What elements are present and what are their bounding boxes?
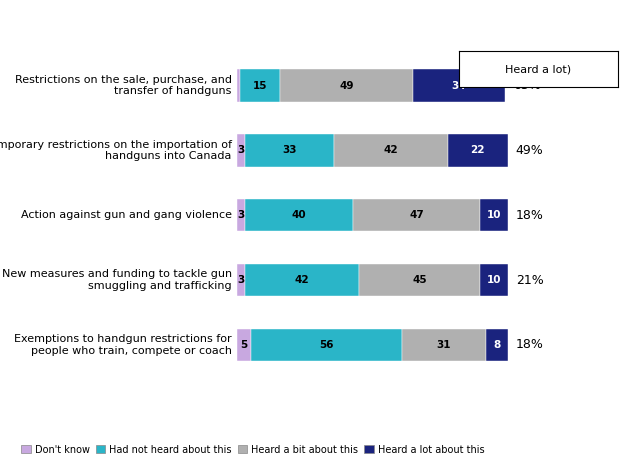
Text: 3: 3 xyxy=(238,210,245,220)
Text: Restrictions on the sale, purchase, and
transfer of handguns: Restrictions on the sale, purchase, and … xyxy=(15,75,232,96)
Text: Heard a lot): Heard a lot) xyxy=(505,64,571,74)
Text: 3: 3 xyxy=(238,275,245,285)
Text: Gun Ownership: Gun Ownership xyxy=(487,23,589,37)
Text: 21%: 21% xyxy=(515,274,544,286)
Text: Exemptions to handgun restrictions for
people who train, compete or coach: Exemptions to handgun restrictions for p… xyxy=(14,334,232,356)
Bar xyxy=(245,199,353,232)
Bar xyxy=(237,329,251,361)
Text: 10: 10 xyxy=(487,210,501,220)
Legend: Don't know, Had not heard about this, Heard a bit about this, Heard a lot about : Don't know, Had not heard about this, He… xyxy=(17,441,488,459)
Text: 5: 5 xyxy=(240,340,248,350)
Text: 42: 42 xyxy=(384,146,399,155)
Text: 40: 40 xyxy=(292,210,306,220)
Text: New measures and funding to tackle gun
smuggling and trafficking: New measures and funding to tackle gun s… xyxy=(2,269,232,291)
Text: 22: 22 xyxy=(470,146,485,155)
Text: 47: 47 xyxy=(409,210,424,220)
Bar xyxy=(353,199,480,232)
Text: 42: 42 xyxy=(295,275,310,285)
Bar xyxy=(245,264,359,296)
Text: 56: 56 xyxy=(319,340,334,350)
Text: 3: 3 xyxy=(238,146,245,155)
Bar xyxy=(480,264,507,296)
Text: 45: 45 xyxy=(412,275,427,285)
Text: 33: 33 xyxy=(283,146,297,155)
Text: 49: 49 xyxy=(339,80,354,91)
Text: 18%: 18% xyxy=(515,338,544,351)
Text: 15: 15 xyxy=(253,80,267,91)
Text: 18%: 18% xyxy=(515,209,544,222)
Bar xyxy=(359,264,480,296)
Bar xyxy=(240,69,280,102)
Bar xyxy=(237,199,245,232)
Text: 63%: 63% xyxy=(513,79,540,92)
Text: 34: 34 xyxy=(452,80,466,91)
Bar xyxy=(245,134,334,167)
Bar xyxy=(402,329,486,361)
Bar xyxy=(237,264,245,296)
Bar xyxy=(334,134,448,167)
Bar xyxy=(413,69,505,102)
Bar xyxy=(237,69,240,102)
Text: 49%: 49% xyxy=(515,144,544,157)
Bar xyxy=(448,134,507,167)
Text: 8: 8 xyxy=(493,340,500,350)
Bar xyxy=(486,329,507,361)
Text: 31: 31 xyxy=(437,340,451,350)
Text: Action against gun and gang violence: Action against gun and gang violence xyxy=(21,210,232,220)
Text: 10: 10 xyxy=(487,275,501,285)
Bar xyxy=(237,134,245,167)
Bar xyxy=(280,69,413,102)
Bar xyxy=(251,329,402,361)
Bar xyxy=(480,199,507,232)
Text: Temporary restrictions on the importation of
handguns into Canada: Temporary restrictions on the importatio… xyxy=(0,139,232,161)
